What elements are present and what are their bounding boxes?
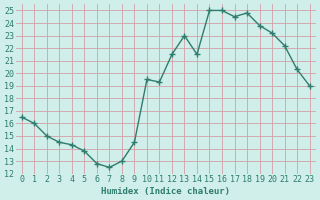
X-axis label: Humidex (Indice chaleur): Humidex (Indice chaleur) (101, 187, 230, 196)
